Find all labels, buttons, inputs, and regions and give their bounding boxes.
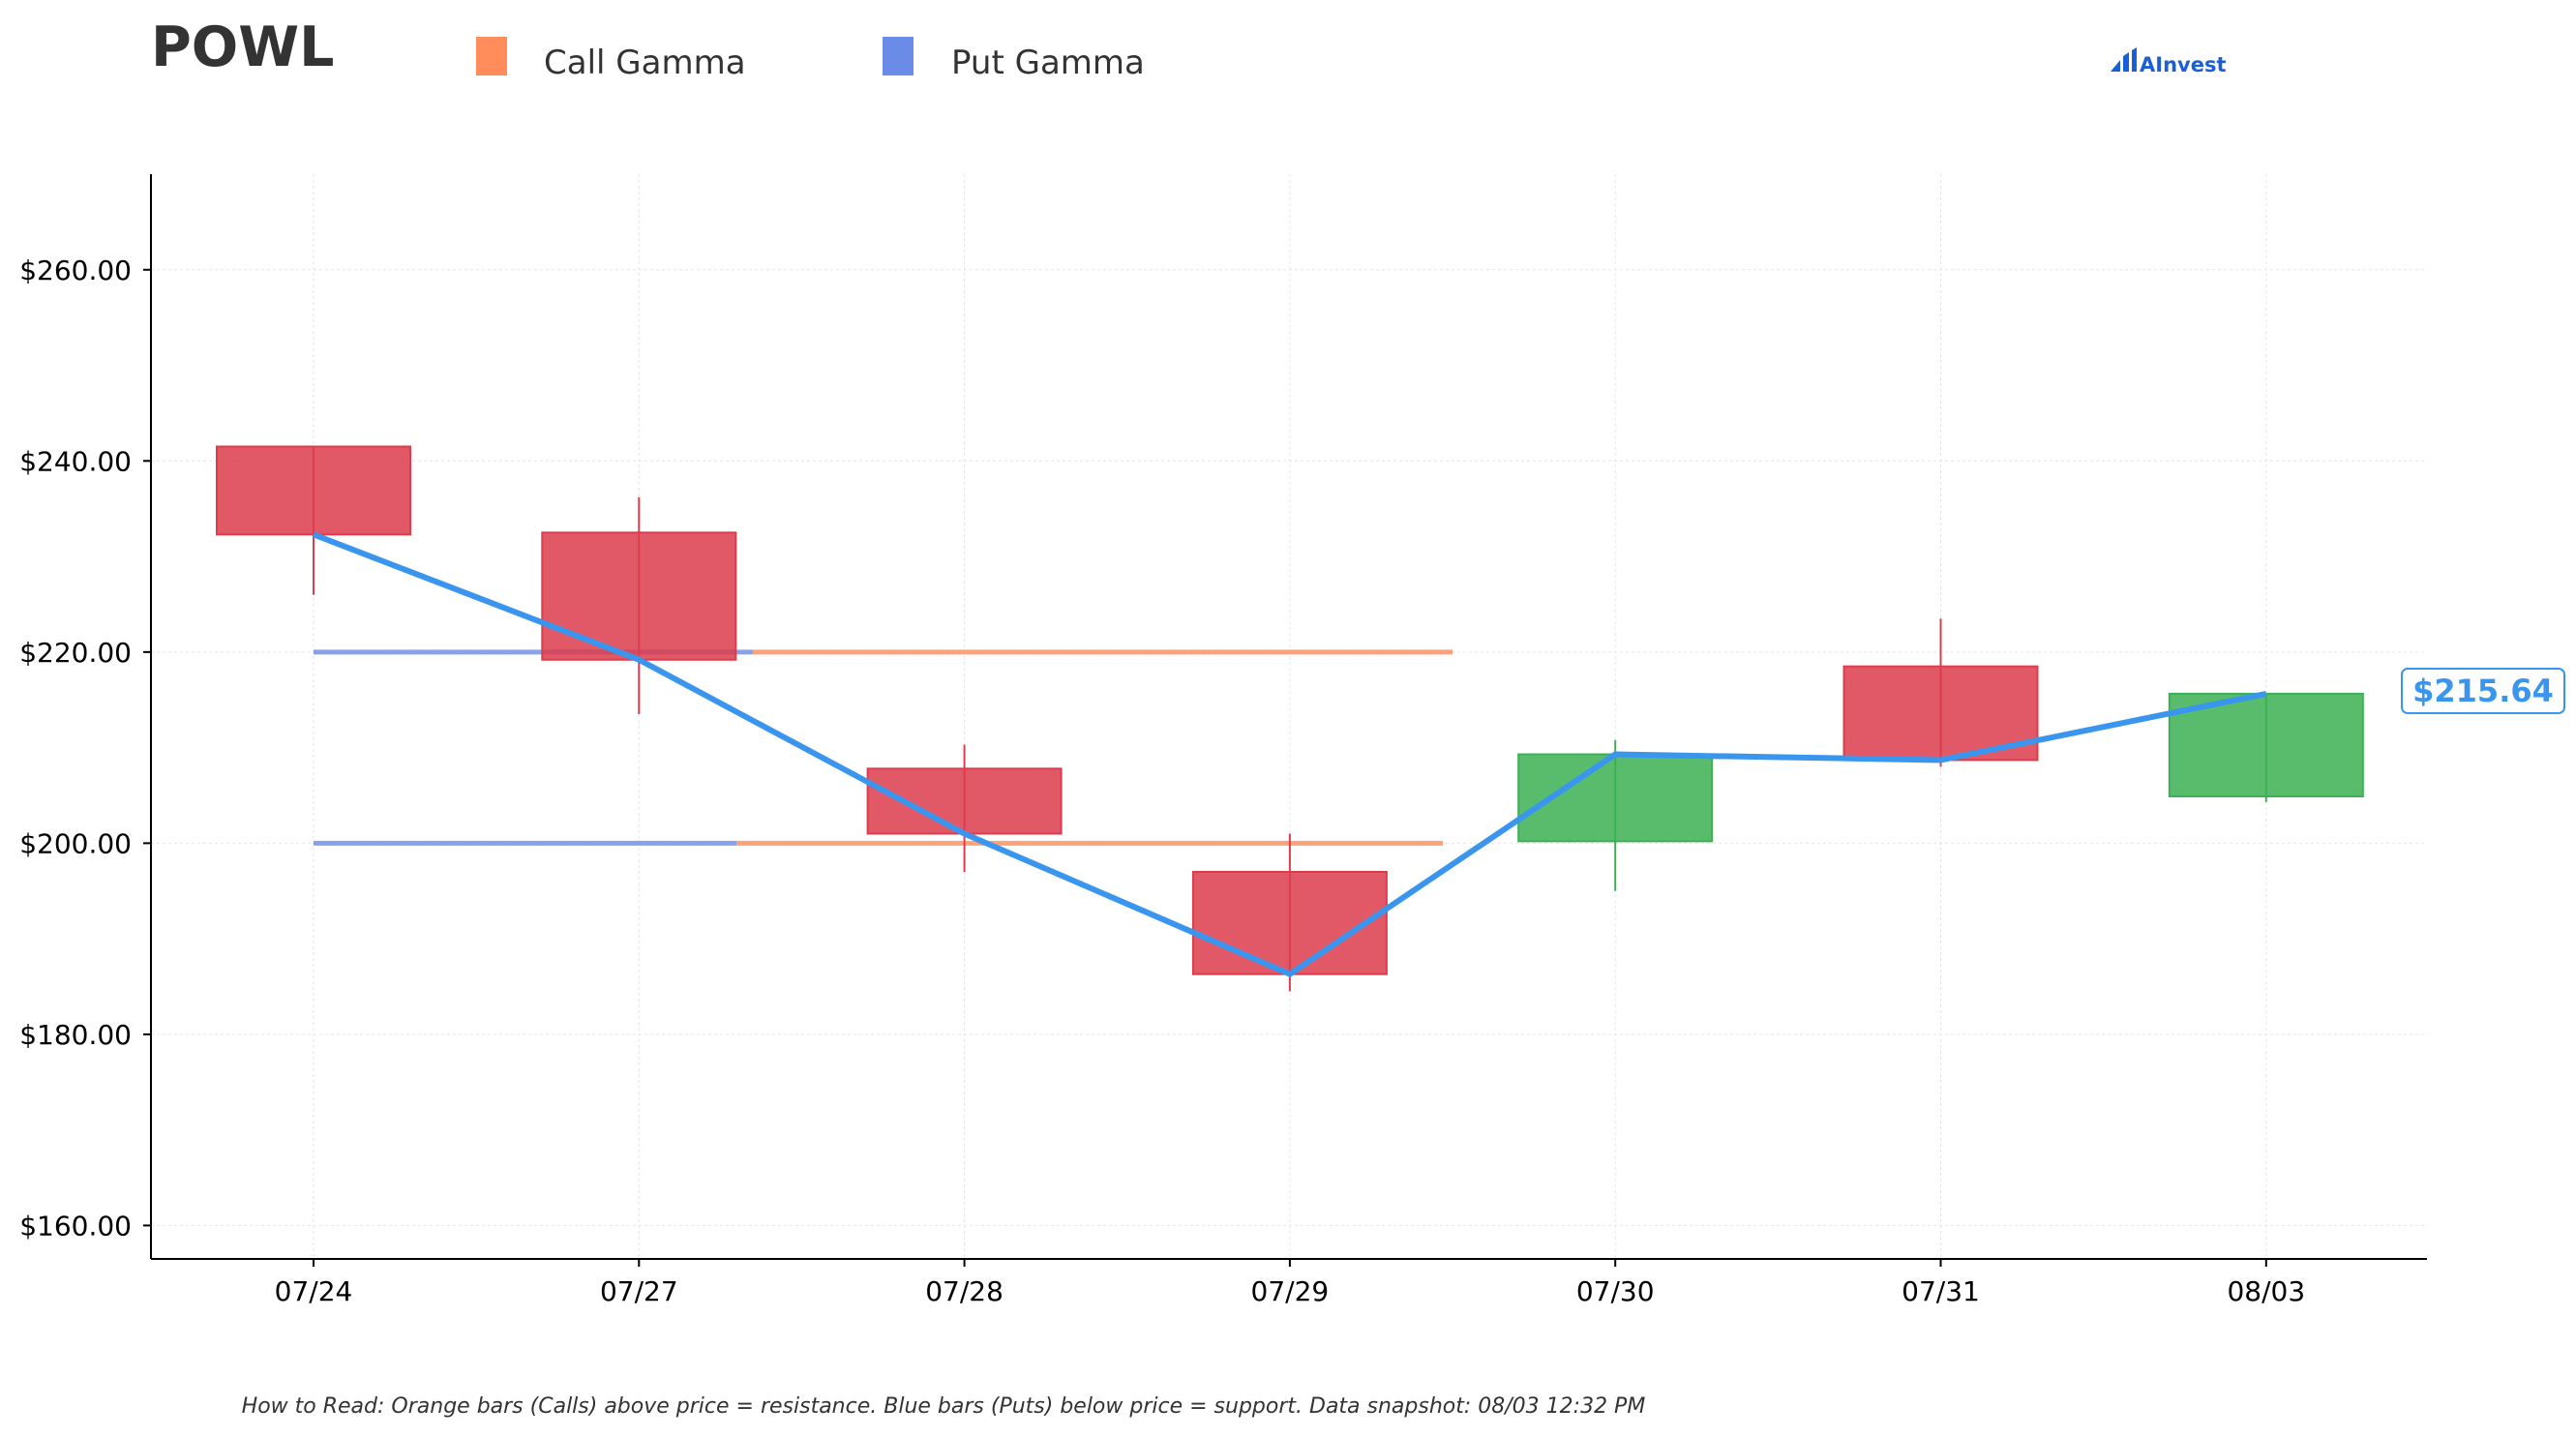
grid [151, 174, 2427, 1259]
legend-label-call-gamma: Call Gamma [544, 44, 746, 82]
x-tick-label-1: 07/27 [600, 1275, 678, 1307]
candle-body-07-24 [216, 445, 411, 536]
legend-label-put-gamma: Put Gamma [951, 44, 1145, 82]
candles [216, 445, 2364, 992]
gamma-levels [314, 649, 1453, 846]
legend-swatch-put-gamma [883, 37, 914, 75]
legend: Call Gamma Put Gamma [476, 37, 1145, 82]
y-tick-label-0: $160.00 [19, 1210, 132, 1242]
brand-logo: AInvest [2111, 47, 2227, 76]
y-tick-label-1: $180.00 [19, 1019, 132, 1051]
candle-body-07-29 [1191, 870, 1388, 975]
brand-chart-icon [2111, 47, 2137, 72]
x-tick-label-3: 07/29 [1251, 1275, 1330, 1307]
current-price-badge: $215.64 [2401, 668, 2565, 714]
close-price-polyline [312, 531, 2267, 977]
footnote: How to Read: Orange bars (Calls) above p… [242, 1394, 1646, 1419]
x-tick-label-4: 07/30 [1576, 1275, 1655, 1307]
candle-body-07-28 [866, 767, 1063, 835]
brand-name: AInvest [2140, 53, 2227, 76]
y-tick-label-5: $260.00 [19, 254, 132, 286]
y-tick-label-3: $220.00 [19, 637, 132, 669]
candle-body-07-31 [1842, 665, 2039, 762]
current-price-box [2401, 668, 2565, 714]
y-tick-label-4: $240.00 [19, 445, 132, 477]
candle-body-08-03 [2168, 692, 2364, 797]
chart-title: POWL [151, 15, 334, 79]
current-price-label: $215.64 [2412, 673, 2554, 709]
x-tick-label-6: 08/03 [2227, 1275, 2305, 1307]
y-tick-label-2: $200.00 [19, 827, 132, 859]
x-tick-label-5: 07/31 [1902, 1275, 1980, 1307]
x-tick-label-2: 07/28 [925, 1275, 1003, 1307]
x-tick-label-0: 07/24 [275, 1275, 353, 1307]
close-price-line [312, 531, 2267, 977]
legend-swatch-call-gamma [476, 37, 507, 75]
y-axis-ticks: $160.00 $180.00 $200.00 $220.00 $240.00 $260.… [19, 254, 151, 1242]
x-axis-ticks: 07/24 07/27 07/28 07/29 07/30 07/31 08/03 [275, 1259, 2305, 1307]
candle-body-07-27 [541, 531, 737, 661]
